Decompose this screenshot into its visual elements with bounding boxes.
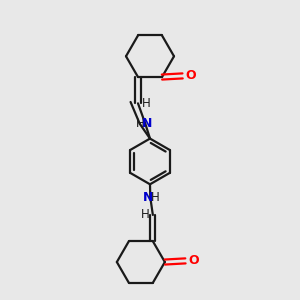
Text: H: H — [136, 117, 145, 130]
Text: O: O — [185, 69, 196, 82]
Text: H: H — [140, 208, 149, 221]
Text: H: H — [151, 191, 160, 204]
Text: H: H — [142, 97, 150, 110]
Text: N: N — [143, 191, 153, 204]
Text: O: O — [188, 254, 199, 267]
Text: N: N — [142, 117, 153, 130]
